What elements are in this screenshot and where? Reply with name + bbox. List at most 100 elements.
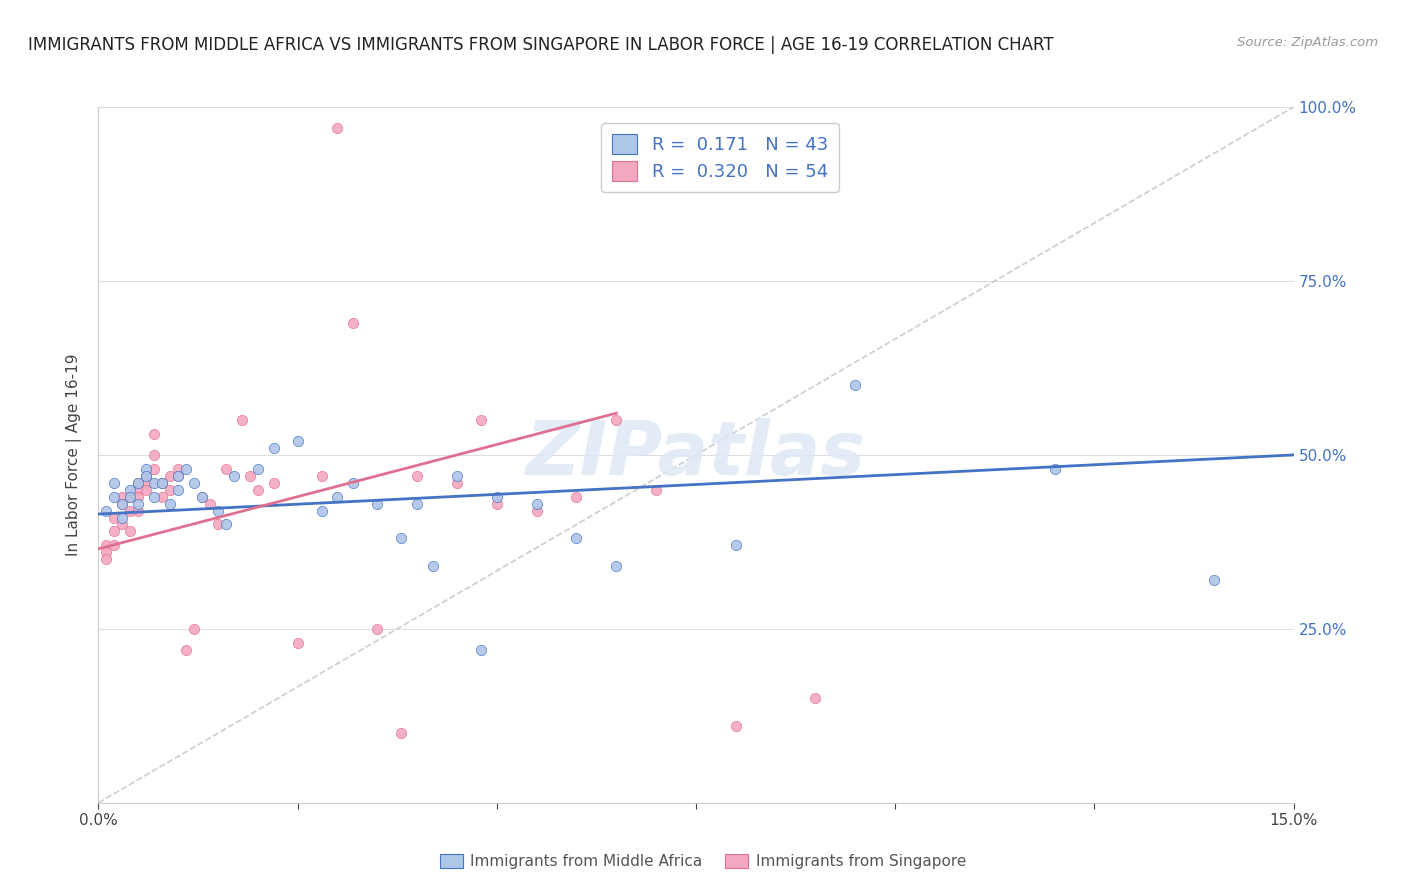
Point xyxy=(287,434,309,448)
Point xyxy=(645,483,668,497)
Point xyxy=(246,483,269,497)
Point xyxy=(342,316,364,330)
Point xyxy=(446,475,468,490)
Point xyxy=(111,517,134,532)
Point xyxy=(246,462,269,476)
Point xyxy=(470,642,492,657)
Point xyxy=(174,642,197,657)
Point xyxy=(239,468,262,483)
Point xyxy=(724,538,747,552)
Point xyxy=(111,497,134,511)
Point xyxy=(103,538,125,552)
Point xyxy=(215,462,238,476)
Point xyxy=(1202,573,1225,587)
Point xyxy=(127,497,149,511)
Point xyxy=(103,475,125,490)
Point xyxy=(263,441,285,455)
Point xyxy=(143,448,166,462)
Point xyxy=(470,413,492,427)
Point xyxy=(422,559,444,574)
Point xyxy=(103,524,125,539)
Point xyxy=(120,483,142,497)
Point xyxy=(103,490,125,504)
Point xyxy=(804,691,827,706)
Text: Source: ZipAtlas.com: Source: ZipAtlas.com xyxy=(1237,36,1378,49)
Point xyxy=(120,490,142,504)
Text: ZIPatlas: ZIPatlas xyxy=(526,418,866,491)
Point xyxy=(120,503,142,517)
Point xyxy=(135,462,157,476)
Point xyxy=(135,468,157,483)
Point xyxy=(485,490,508,504)
Point xyxy=(406,468,429,483)
Point xyxy=(287,636,309,650)
Point xyxy=(183,622,205,636)
Point xyxy=(143,427,166,442)
Point xyxy=(844,378,866,392)
Point xyxy=(605,559,627,574)
Point xyxy=(565,490,588,504)
Point xyxy=(143,462,166,476)
Point xyxy=(389,532,412,546)
Point xyxy=(198,497,221,511)
Point xyxy=(191,490,214,504)
Point xyxy=(120,490,142,504)
Point xyxy=(526,497,548,511)
Point xyxy=(311,503,333,517)
Point xyxy=(167,462,190,476)
Point xyxy=(103,510,125,524)
Point xyxy=(207,503,229,517)
Point xyxy=(127,483,149,497)
Point xyxy=(406,497,429,511)
Legend: R =  0.171   N = 43, R =  0.320   N = 54: R = 0.171 N = 43, R = 0.320 N = 54 xyxy=(600,123,839,192)
Point xyxy=(342,475,364,490)
Point xyxy=(366,497,388,511)
Point xyxy=(135,468,157,483)
Point xyxy=(96,538,118,552)
Point xyxy=(326,490,349,504)
Point xyxy=(96,503,118,517)
Point xyxy=(446,468,468,483)
Point xyxy=(215,517,238,532)
Point xyxy=(183,475,205,490)
Point xyxy=(565,532,588,546)
Point xyxy=(96,545,118,559)
Point xyxy=(120,524,142,539)
Point xyxy=(127,475,149,490)
Point xyxy=(222,468,245,483)
Point xyxy=(96,552,118,566)
Point xyxy=(526,503,548,517)
Point xyxy=(111,510,134,524)
Point xyxy=(485,497,508,511)
Point xyxy=(605,413,627,427)
Point xyxy=(207,517,229,532)
Point xyxy=(167,468,190,483)
Point xyxy=(191,490,214,504)
Point xyxy=(167,483,190,497)
Y-axis label: In Labor Force | Age 16-19: In Labor Force | Age 16-19 xyxy=(66,353,83,557)
Legend: Immigrants from Middle Africa, Immigrants from Singapore: Immigrants from Middle Africa, Immigrant… xyxy=(433,848,973,875)
Point xyxy=(263,475,285,490)
Point xyxy=(167,468,190,483)
Point xyxy=(150,475,173,490)
Point xyxy=(724,719,747,733)
Text: IMMIGRANTS FROM MIDDLE AFRICA VS IMMIGRANTS FROM SINGAPORE IN LABOR FORCE | AGE : IMMIGRANTS FROM MIDDLE AFRICA VS IMMIGRA… xyxy=(28,36,1053,54)
Point xyxy=(143,490,166,504)
Point xyxy=(311,468,333,483)
Point xyxy=(135,483,157,497)
Point xyxy=(159,497,181,511)
Point xyxy=(111,497,134,511)
Point xyxy=(150,490,173,504)
Point xyxy=(127,475,149,490)
Point xyxy=(389,726,412,740)
Point xyxy=(159,483,181,497)
Point xyxy=(127,503,149,517)
Point xyxy=(135,475,157,490)
Point xyxy=(326,120,349,135)
Point xyxy=(231,413,253,427)
Point xyxy=(150,475,173,490)
Point xyxy=(366,622,388,636)
Point xyxy=(127,490,149,504)
Point xyxy=(143,475,166,490)
Point xyxy=(159,468,181,483)
